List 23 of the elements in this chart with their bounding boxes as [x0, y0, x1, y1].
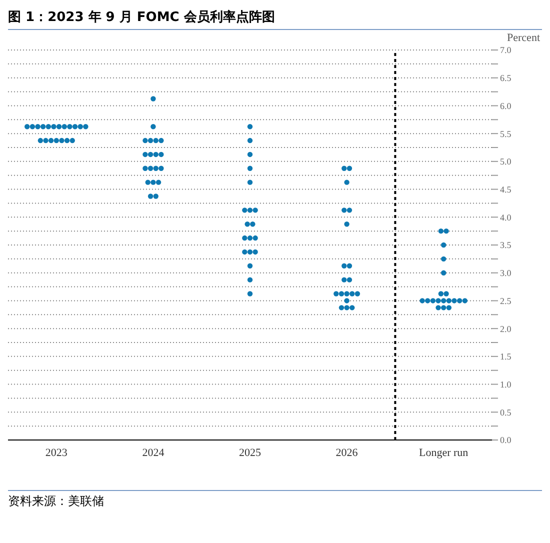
text: 资料来源：美联储 [8, 490, 542, 510]
x-tick-label: 2024 [142, 446, 165, 459]
y-tick-label: 3.5 [500, 240, 512, 250]
y-tick-label: 6.0 [500, 100, 512, 111]
y-axis-title: Percent [507, 32, 540, 44]
y-tick-label: 7.0 [500, 45, 512, 56]
y-tick-label: 1.0 [500, 379, 512, 390]
x-tick-label: 2023 [45, 446, 68, 459]
y-tick-label: 6.5 [500, 73, 512, 84]
y-tick-label: 5.5 [500, 128, 512, 139]
y-tick-label: 2.0 [500, 324, 512, 334]
y-tick-label: 5.0 [500, 156, 512, 167]
y-tick-label: 2.5 [500, 296, 512, 306]
x-tick-label: 2025 [239, 446, 262, 459]
chart-title: 图 1：2023 年 9 月 FOMC 会员利率点阵图 [8, 8, 542, 30]
y-tick-label: 4.5 [500, 184, 512, 194]
y-tick-label: 4.0 [500, 212, 512, 222]
y-tick-label: 3.0 [500, 268, 512, 278]
y-tick-label: 1.5 [500, 352, 512, 362]
y-tick-label: 0.5 [500, 407, 512, 418]
y-tick-label: 0.0 [500, 435, 512, 446]
x-tick-label: 2026 [336, 446, 358, 459]
x-tick-label: Longer run [419, 446, 469, 459]
